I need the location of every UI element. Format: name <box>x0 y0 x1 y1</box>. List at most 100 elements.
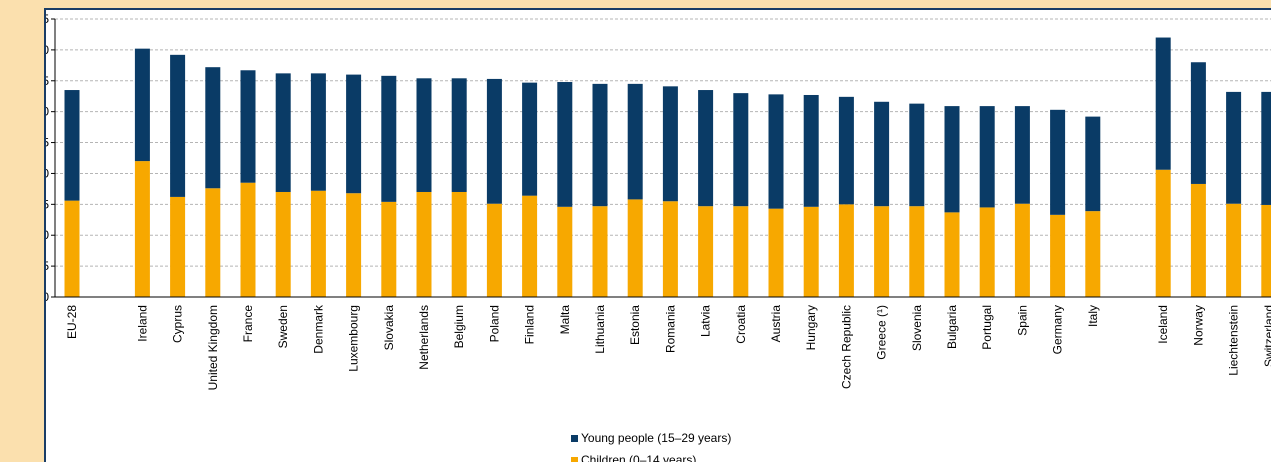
bar-children: Portugal: 14.5 <box>979 207 995 297</box>
bar-young-people: Poland: 20.2 <box>486 78 502 204</box>
bar-young-people: Switzerland: 18.3 <box>1261 91 1271 205</box>
y-tick-label: 10 <box>46 228 49 242</box>
x-tick-label: Poland <box>487 305 501 342</box>
x-tick-label: Greece (¹) <box>875 305 889 360</box>
x-tick-label: Luxembourg <box>347 305 361 372</box>
x-tick-label: Lithuania <box>593 305 607 354</box>
legend-item: Children (0–14 years) <box>571 449 731 462</box>
bar-young-people: Netherlands: 18.4 <box>416 78 432 192</box>
legend-swatch <box>571 457 578 462</box>
y-tick-label: 0 <box>46 290 49 304</box>
x-tick-label: Bulgaria <box>945 305 959 349</box>
x-tick-label: Norway <box>1191 305 1205 346</box>
x-tick-label: Estonia <box>628 305 642 345</box>
x-tick-label: Finland <box>523 305 537 344</box>
bar-children: Estonia: 15.8 <box>627 199 643 297</box>
bar-children: Hungary: 14.6 <box>803 206 819 297</box>
bar-children: United Kingdom: 17.6 <box>205 188 221 297</box>
legend-label: Children (0–14 years) <box>581 453 697 462</box>
x-tick-label: Slovenia <box>910 305 924 351</box>
y-tick-label: 25 <box>46 136 49 150</box>
bar-children: Sweden: 17 <box>275 191 291 297</box>
bars: EU-28: 15.6EU-28: 17.9 Ireland: 22Ireland… <box>64 37 1271 297</box>
bar-children: Luxembourg: 16.8 <box>346 193 362 297</box>
legend-item: Young people (15–29 years) <box>571 427 731 449</box>
bar-children: Liechtenstein: 15.1 <box>1226 203 1242 297</box>
bar-young-people: United Kingdom: 19.6 <box>205 67 221 189</box>
bar-children: France: 18.5 <box>240 182 256 297</box>
bar-children: Switzerland: 14.9 <box>1261 204 1271 297</box>
bar-young-people: Latvia: 18.8 <box>698 90 714 207</box>
bar-children: Norway: 18.3 <box>1190 183 1206 297</box>
x-tick-label: Czech Republic <box>839 305 853 389</box>
x-tick-label: Portugal <box>980 305 994 350</box>
y-tick-label: 20 <box>46 166 49 180</box>
bar-young-people: Denmark: 19 <box>310 73 326 191</box>
x-tick-label: Cyprus <box>171 305 185 343</box>
y-tick-label: 45 <box>46 12 49 26</box>
x-tick-label: Slovakia <box>382 305 396 351</box>
bar-young-people: Germany: 17 <box>1050 109 1066 215</box>
legend-swatch <box>571 435 578 442</box>
bar-young-people: Romania: 18.6 <box>662 86 678 202</box>
bar-children: Latvia: 14.7 <box>698 206 714 297</box>
bar-children: Austria: 14.3 <box>768 208 784 297</box>
x-tick-label: Sweden <box>276 305 290 348</box>
bar-young-people: France: 18.2 <box>240 70 256 183</box>
x-tick-label: Germany <box>1051 305 1065 354</box>
bar-children: Croatia: 14.7 <box>733 206 749 297</box>
x-tick-label: United Kingdom <box>206 305 220 390</box>
bar-children: Iceland: 20.6 <box>1155 169 1171 297</box>
bar-young-people: Greece (¹): 16.9 <box>874 101 890 207</box>
bar-children: Malta: 14.6 <box>557 206 573 297</box>
bar-children: Slovenia: 14.7 <box>909 206 925 297</box>
stacked-bar-chart: 0 5 10 15 20 25 30 35 40 45 EU-28: 15.6EU-28: 17.… <box>46 12 1271 390</box>
bar-young-people: Spain: 15.8 <box>1014 106 1030 204</box>
bar-young-people: Czech Republic: 17.4 <box>838 96 854 205</box>
bar-children: Lithuania: 14.7 <box>592 206 608 297</box>
bar-young-people: Slovakia: 20.4 <box>381 75 397 202</box>
bar-children: EU-28: 15.6 <box>64 200 80 297</box>
bar-children: Belgium: 17 <box>451 191 467 297</box>
bar-young-people: Norway: 19.7 <box>1190 62 1206 184</box>
bar-young-people: Cyprus: 23 <box>170 54 186 197</box>
bar-children: Italy: 13.9 <box>1085 211 1101 297</box>
x-tick-label: Ireland <box>135 305 149 342</box>
y-tick-label: 35 <box>46 74 49 88</box>
bar-children: Greece (¹): 14.7 <box>874 206 890 297</box>
x-tick-label: Spain <box>1015 305 1029 336</box>
x-tick-label: Latvia <box>699 305 713 337</box>
bar-young-people: Bulgaria: 17.2 <box>944 106 960 213</box>
x-tick-label: Belgium <box>452 305 466 348</box>
bar-young-people: Ireland: 18.2 <box>134 48 150 162</box>
bar-children: Finland: 16.4 <box>522 195 538 297</box>
x-tick-label: Liechtenstein <box>1227 305 1241 376</box>
bar-young-people: Luxembourg: 19.2 <box>346 74 362 194</box>
bar-children: Slovakia: 15.4 <box>381 201 397 297</box>
x-tick-label: Denmark <box>311 304 325 354</box>
y-tick-label: 5 <box>46 259 49 273</box>
chart-frame: 0 5 10 15 20 25 30 35 40 45 EU-28: 15.6EU-28: 17.… <box>44 8 1271 462</box>
y-tick-label: 15 <box>46 197 49 211</box>
x-tick-label: Malta <box>558 305 572 335</box>
x-tick-label: EU-28 <box>65 305 79 339</box>
bar-children: Denmark: 17.2 <box>310 190 326 297</box>
x-tick-label: Iceland <box>1156 305 1170 344</box>
bar-children: Germany: 13.3 <box>1050 214 1066 297</box>
x-tick-label: Romania <box>663 305 677 353</box>
bar-young-people: Hungary: 18.1 <box>803 94 819 207</box>
bar-young-people: EU-28: 17.9 <box>64 90 80 201</box>
bar-children: Romania: 15.5 <box>662 201 678 297</box>
bar-children: Cyprus: 16.2 <box>170 196 186 297</box>
bar-children: Poland: 15.1 <box>486 203 502 297</box>
x-tick-label: Switzerland <box>1262 305 1271 367</box>
bar-young-people: Lithuania: 19.8 <box>592 83 608 207</box>
bar-young-people: Belgium: 18.4 <box>451 78 467 192</box>
bar-young-people: Estonia: 18.7 <box>627 83 643 200</box>
bar-young-people: Liechtenstein: 18.1 <box>1226 91 1242 204</box>
bar-young-people: Malta: 20.2 <box>557 82 573 207</box>
bar-young-people: Finland: 18.3 <box>522 82 538 196</box>
bar-children: Bulgaria: 13.7 <box>944 212 960 297</box>
bar-children: Spain: 15.1 <box>1014 203 1030 297</box>
bar-young-people: Austria: 18.5 <box>768 94 784 209</box>
